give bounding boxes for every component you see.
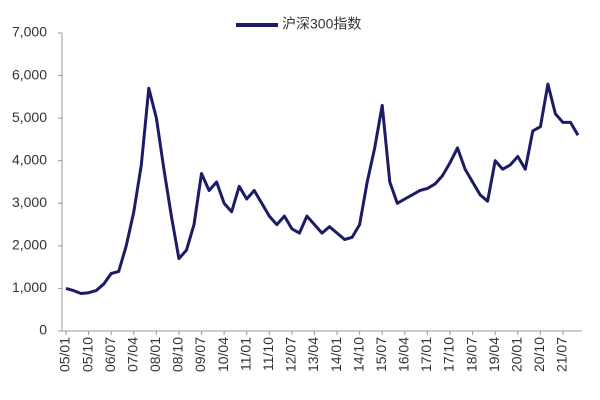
series-line xyxy=(65,82,580,295)
x-tick-label: 17/01 xyxy=(418,337,434,372)
x-tick-label: 13/04 xyxy=(305,337,321,372)
x-tick-label: 21/07 xyxy=(554,337,570,372)
legend: 沪深300指数 xyxy=(236,16,361,32)
y-tick-label: 5,000 xyxy=(12,109,47,125)
x-tick-label: 14/10 xyxy=(350,337,366,372)
x-tick-label: 06/07 xyxy=(102,337,118,372)
y-tick-label: 7,000 xyxy=(12,24,47,40)
y-tick-label: 1,000 xyxy=(12,279,47,295)
x-tick-label: 11/01 xyxy=(237,337,253,371)
y-tick-label: 3,000 xyxy=(12,194,47,210)
x-tick-label: 05/01 xyxy=(57,337,73,372)
y-tick-label: 0 xyxy=(39,322,47,338)
x-tick-label: 16/04 xyxy=(396,337,412,372)
x-tick-label: 15/07 xyxy=(373,337,389,372)
x-tick-label: 08/01 xyxy=(147,337,163,372)
x-tick-label: 11/10 xyxy=(260,337,276,371)
x-tick-label: 08/10 xyxy=(170,337,186,372)
x-tick-label: 14/01 xyxy=(328,337,344,372)
x-tick-label: 19/04 xyxy=(486,337,502,372)
x-tick-label: 20/10 xyxy=(531,337,547,372)
x-tick-label: 09/07 xyxy=(192,337,208,372)
x-tick-label: 07/04 xyxy=(124,337,140,372)
y-tick-label: 4,000 xyxy=(12,151,47,167)
legend-label: 沪深300指数 xyxy=(282,16,361,32)
x-tick-label: 18/07 xyxy=(463,337,479,372)
y-tick-label: 6,000 xyxy=(12,66,47,82)
x-tick-label: 05/10 xyxy=(79,337,95,372)
x-tick-label: 12/07 xyxy=(283,337,299,372)
x-tick-label: 17/10 xyxy=(441,337,457,372)
y-tick-label: 2,000 xyxy=(12,237,47,253)
x-tick-label: 20/01 xyxy=(508,337,524,372)
x-tick-label: 10/04 xyxy=(215,337,231,372)
